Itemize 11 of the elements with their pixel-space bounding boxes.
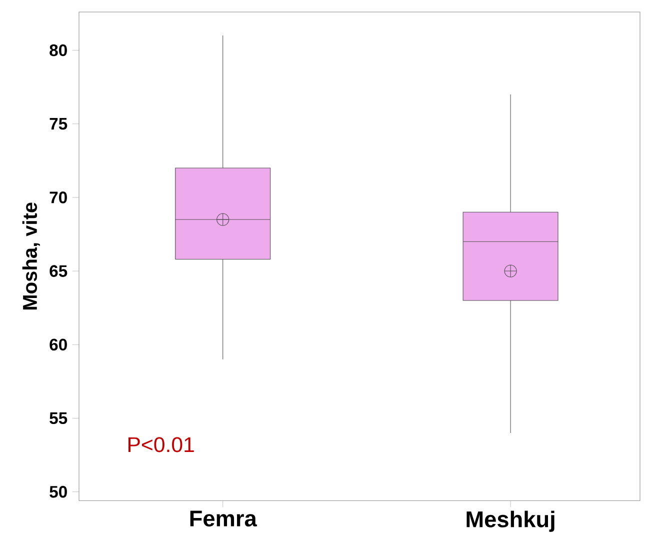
x-tick-label: Meshkuj	[466, 510, 554, 532]
y-axis-title: Mosha, vite	[22, 202, 40, 310]
y-tick-label: 75	[50, 118, 68, 130]
annotation: P<0.01	[128, 437, 194, 452]
x-tick-label: Femra	[190, 510, 258, 527]
y-tick-label: 60	[50, 338, 67, 351]
y-tick-label: 55	[50, 412, 68, 424]
y-tick-label: 70	[50, 192, 67, 204]
y-tick-label: 50	[50, 486, 67, 498]
y-tick-label: 80	[50, 44, 67, 56]
y-tick-label: 65	[50, 265, 68, 277]
